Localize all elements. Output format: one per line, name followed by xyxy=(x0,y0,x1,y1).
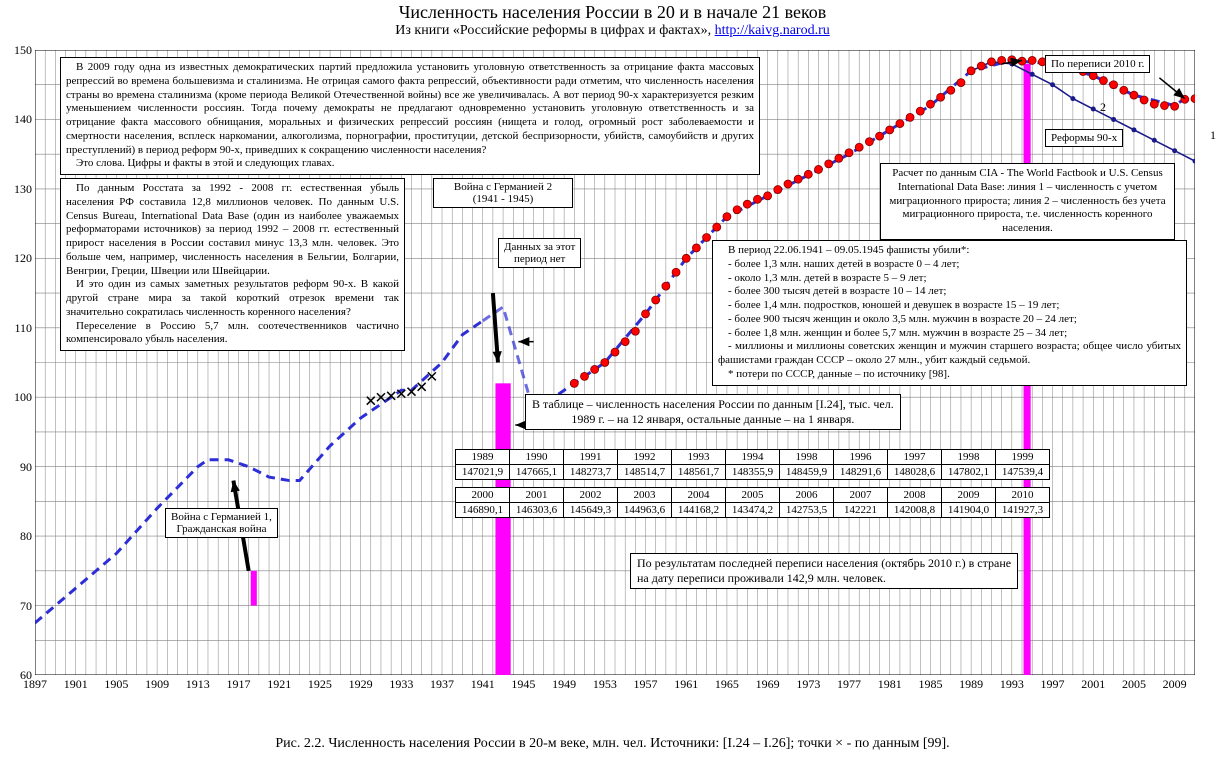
census-result: По результатам последней переписи населе… xyxy=(630,553,1018,589)
annot-nodata: Данных за этот период нет xyxy=(498,238,581,268)
figure-caption: Рис. 2.2. Численность населения России в… xyxy=(0,736,1225,752)
chart-title: Численность населения России в 20 и в на… xyxy=(0,0,1225,23)
textbox-war-losses: В период 22.06.1941 – 09.05.1945 фашисты… xyxy=(712,240,1187,386)
line-num-1: 1 xyxy=(1210,128,1216,143)
data-table-1: 1989199019911992199319941998199619971998… xyxy=(455,449,1050,480)
table-caption: В таблице – численность населения России… xyxy=(525,394,901,430)
textbox-left: По данным Росстата за 1992 - 2008 гг. ес… xyxy=(60,178,405,351)
textbox-cia: Расчет по данным CIA - The World Factboo… xyxy=(880,163,1175,240)
source-link[interactable]: http://kaivg.narod.ru xyxy=(715,23,830,38)
annot-ww2: Война с Германией 2 (1941 - 1945) xyxy=(433,178,573,208)
annot-ww1: Война с Германией 1, Гражданская война xyxy=(165,508,278,538)
annot-census2010: По переписи 2010 г. xyxy=(1045,55,1150,73)
data-table-2: 2000200120022003200420052006200720082009… xyxy=(455,487,1050,518)
line-num-2: 2 xyxy=(1100,100,1106,115)
annot-reforms90: Реформы 90-х xyxy=(1045,129,1123,147)
chart-subtitle: Из книги «Российские реформы в цифрах и … xyxy=(0,23,1225,39)
textbox-top: В 2009 году одна из известных демократич… xyxy=(60,57,760,175)
